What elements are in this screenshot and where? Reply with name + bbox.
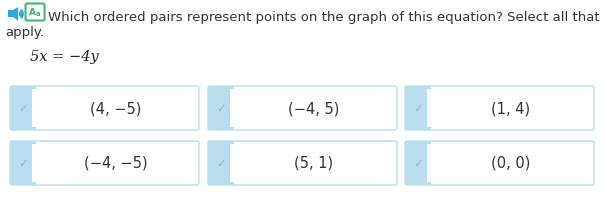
Text: (5, 1): (5, 1) [294,156,333,171]
FancyBboxPatch shape [405,141,431,185]
FancyBboxPatch shape [10,86,199,130]
FancyBboxPatch shape [10,141,36,185]
Text: A: A [28,8,36,17]
Bar [32,89,197,127]
Text: a: a [36,11,41,17]
FancyBboxPatch shape [208,86,234,130]
Text: ✓: ✓ [18,157,28,170]
FancyBboxPatch shape [25,4,45,20]
Text: (−4, 5): (−4, 5) [288,101,339,116]
FancyBboxPatch shape [405,86,431,130]
Text: ✓: ✓ [216,157,226,170]
FancyBboxPatch shape [208,141,397,185]
Bar [427,144,592,182]
Text: (−4, −5): (−4, −5) [83,156,147,171]
Text: (0, 0): (0, 0) [491,156,530,171]
Text: Which ordered pairs represent points on the graph of this equation? Select all t: Which ordered pairs represent points on … [48,11,600,24]
Text: (1, 4): (1, 4) [491,101,530,116]
Text: 5x = −4y: 5x = −4y [30,50,99,64]
FancyBboxPatch shape [405,141,594,185]
Bar [230,89,395,127]
FancyBboxPatch shape [10,86,36,130]
FancyBboxPatch shape [10,141,199,185]
Text: ✓: ✓ [18,102,28,115]
Bar [427,89,592,127]
FancyBboxPatch shape [208,86,397,130]
FancyBboxPatch shape [208,141,234,185]
Text: apply.: apply. [5,26,44,39]
FancyBboxPatch shape [405,86,594,130]
Bar [32,144,197,182]
Text: ✓: ✓ [413,157,423,170]
Bar [230,144,395,182]
Polygon shape [8,7,18,21]
Text: ✓: ✓ [216,102,226,115]
Text: (4, −5): (4, −5) [90,101,141,116]
Text: ✓: ✓ [413,102,423,115]
